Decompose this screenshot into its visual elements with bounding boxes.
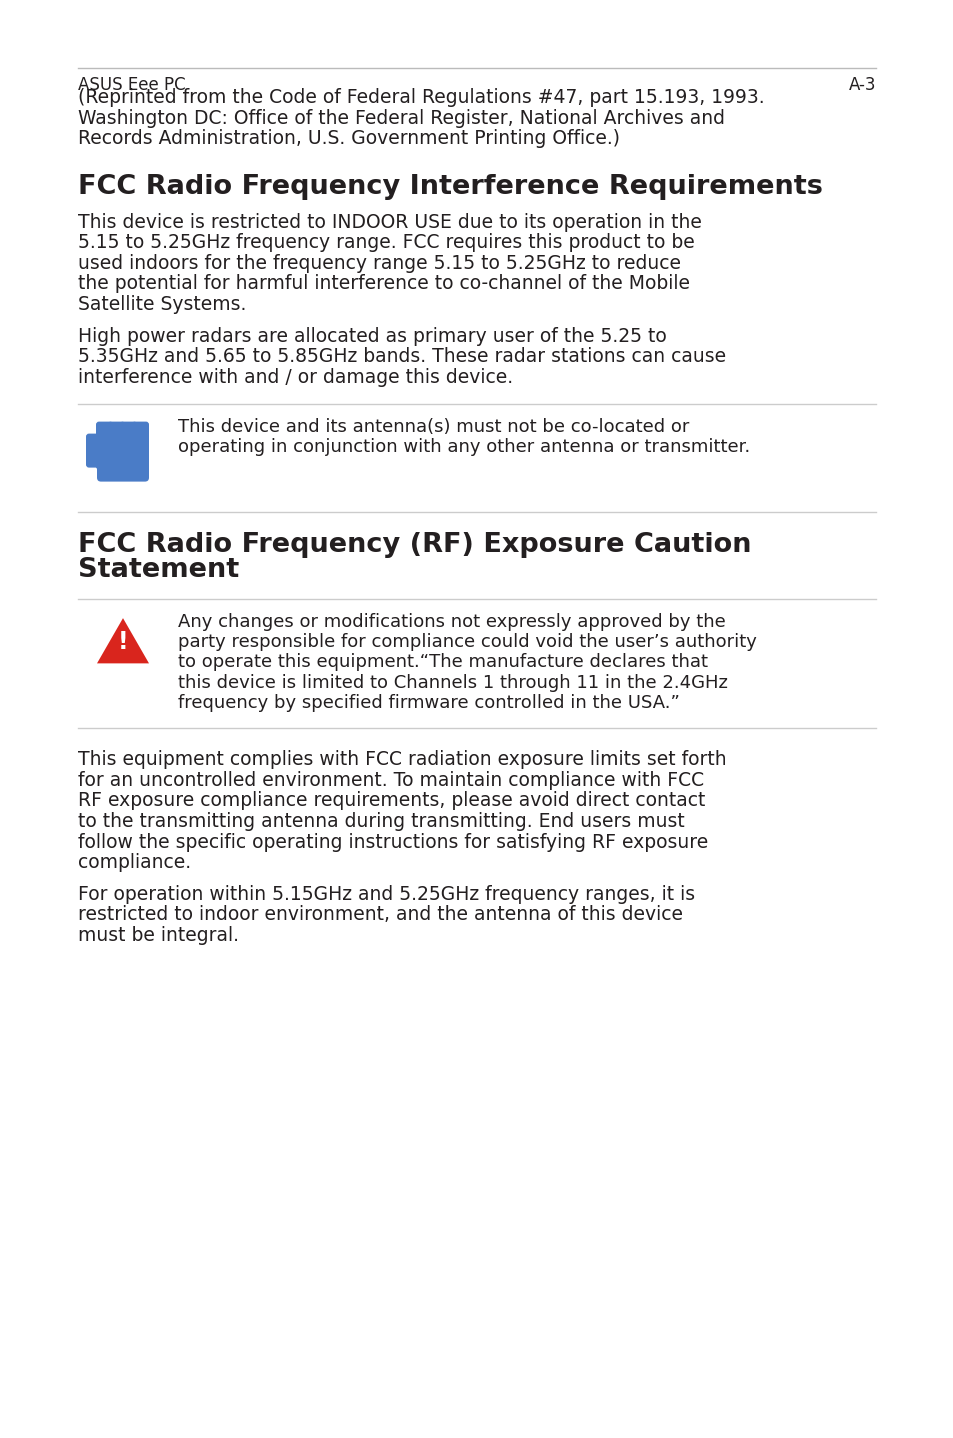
Text: FCC Radio Frequency (RF) Exposure Caution: FCC Radio Frequency (RF) Exposure Cautio…	[78, 532, 751, 558]
Text: 5.35GHz and 5.65 to 5.85GHz bands. These radar stations can cause: 5.35GHz and 5.65 to 5.85GHz bands. These…	[78, 348, 725, 367]
Text: frequency by specified firmware controlled in the USA.”: frequency by specified firmware controll…	[178, 693, 679, 712]
Text: used indoors for the frequency range 5.15 to 5.25GHz to reduce: used indoors for the frequency range 5.1…	[78, 255, 680, 273]
Text: interference with and / or damage this device.: interference with and / or damage this d…	[78, 368, 513, 387]
FancyBboxPatch shape	[97, 436, 149, 482]
Text: !: !	[117, 630, 128, 653]
Text: Statement: Statement	[78, 558, 239, 584]
Text: the potential for harmful interference to co-channel of the Mobile: the potential for harmful interference t…	[78, 275, 689, 293]
FancyBboxPatch shape	[108, 421, 125, 476]
Polygon shape	[104, 628, 142, 660]
Text: (Reprinted from the Code of Federal Regulations #47, part 15.193, 1993.: (Reprinted from the Code of Federal Regu…	[78, 88, 763, 106]
FancyBboxPatch shape	[120, 421, 137, 476]
Text: Satellite Systems.: Satellite Systems.	[78, 295, 246, 313]
Text: to operate this equipment.“The manufacture declares that: to operate this equipment.“The manufactu…	[178, 653, 707, 672]
Text: This equipment complies with FCC radiation exposure limits set forth: This equipment complies with FCC radiati…	[78, 751, 726, 769]
FancyBboxPatch shape	[132, 421, 149, 470]
FancyBboxPatch shape	[86, 434, 106, 467]
Text: operating in conjunction with any other antenna or transmitter.: operating in conjunction with any other …	[178, 439, 749, 456]
Text: must be integral.: must be integral.	[78, 926, 239, 945]
FancyBboxPatch shape	[96, 421, 112, 470]
Text: to the transmitting antenna during transmitting. End users must: to the transmitting antenna during trans…	[78, 812, 684, 831]
Text: This device is restricted to INDOOR USE due to its operation in the: This device is restricted to INDOOR USE …	[78, 213, 701, 232]
Text: follow the specific operating instructions for satisfying RF exposure: follow the specific operating instructio…	[78, 833, 707, 851]
Text: 5.15 to 5.25GHz frequency range. FCC requires this product to be: 5.15 to 5.25GHz frequency range. FCC req…	[78, 233, 694, 253]
Text: Any changes or modifications not expressly approved by the: Any changes or modifications not express…	[178, 613, 725, 631]
Text: A-3: A-3	[847, 76, 875, 93]
Text: restricted to indoor environment, and the antenna of this device: restricted to indoor environment, and th…	[78, 906, 682, 925]
Text: For operation within 5.15GHz and 5.25GHz frequency ranges, it is: For operation within 5.15GHz and 5.25GHz…	[78, 884, 695, 905]
Text: This device and its antenna(s) must not be co-located or: This device and its antenna(s) must not …	[178, 417, 689, 436]
Text: Records Administration, U.S. Government Printing Office.): Records Administration, U.S. Government …	[78, 129, 619, 148]
Text: FCC Radio Frequency Interference Requirements: FCC Radio Frequency Interference Require…	[78, 174, 822, 200]
Text: party responsible for compliance could void the user’s authority: party responsible for compliance could v…	[178, 633, 756, 651]
Text: for an uncontrolled environment. To maintain compliance with FCC: for an uncontrolled environment. To main…	[78, 771, 703, 789]
Text: this device is limited to Channels 1 through 11 in the 2.4GHz: this device is limited to Channels 1 thr…	[178, 673, 727, 692]
Text: RF exposure compliance requirements, please avoid direct contact: RF exposure compliance requirements, ple…	[78, 791, 704, 811]
Polygon shape	[97, 618, 149, 663]
Text: Washington DC: Office of the Federal Register, National Archives and: Washington DC: Office of the Federal Reg…	[78, 108, 724, 128]
Text: High power radars are allocated as primary user of the 5.25 to: High power radars are allocated as prima…	[78, 326, 666, 345]
Text: ASUS Eee PC: ASUS Eee PC	[78, 76, 186, 93]
Text: compliance.: compliance.	[78, 853, 191, 871]
